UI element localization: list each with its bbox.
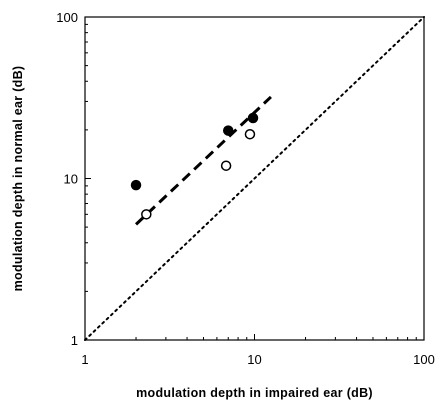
reference-lines [84,16,425,341]
axes [84,16,425,341]
y-tick-label: 10 [64,172,78,187]
x-tick-label: 10 [247,352,261,367]
x-tick-label: 1 [81,352,88,367]
filled-data-point [247,112,259,124]
x-tick-label: 100 [413,352,435,367]
y-tick-label: 100 [56,10,78,25]
x-axis-title: modulation depth in impaired ear (dB) [136,386,373,400]
open-data-point [244,128,256,140]
dotted-identity-line [84,16,425,341]
open-data-point [220,160,232,171]
filled-data-point [222,125,234,136]
open-data-point [141,209,152,220]
filled-data-point [130,179,142,191]
y-axis-title: modulation depth in normal ear (dB) [11,66,25,292]
tick-labels: 1 10 100 1 10 100 [56,10,435,367]
data-points [130,112,259,220]
y-tick-label: 1 [71,333,78,348]
